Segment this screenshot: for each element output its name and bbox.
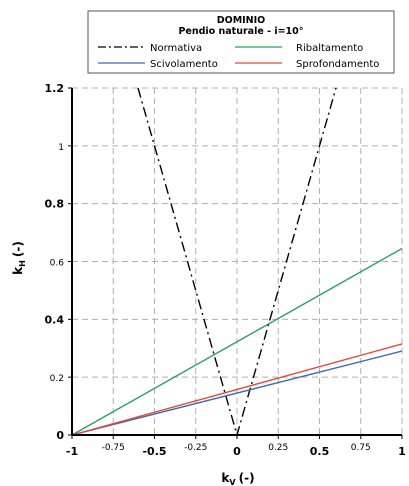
legend-label-sprofondamento: Sprofondamento	[296, 59, 379, 70]
y-tick-label: 1	[58, 143, 64, 153]
axes	[68, 87, 403, 439]
series-line-sprofondamento	[71, 343, 403, 436]
x-axis-title: kV (-)	[221, 471, 254, 486]
legend-title-line1: DOMINIO	[217, 15, 266, 26]
x-tick-label: -0.25	[184, 443, 207, 453]
y-axis-title-unit: (-)	[11, 241, 25, 257]
series-line-ribaltamento	[71, 247, 403, 436]
x-tick-label: -0.75	[102, 443, 125, 453]
x-tick-label: -0.5	[142, 445, 166, 458]
y-tick-label: 0	[56, 429, 64, 442]
tick-labels: -1 -0.75 -0.5 -0.25 0 0.25 0.5 0.75 1 0 0.2 0.4 0.6 0…	[45, 82, 406, 458]
legend-label-scivolamento: Scivolamento	[150, 59, 218, 70]
x-axis-title-main: k	[221, 471, 230, 485]
y-axis-title-main: k	[11, 266, 25, 275]
x-tick-label: -1	[66, 445, 78, 458]
y-axis-title: kH (-)	[11, 241, 27, 275]
series-line-scivolamento	[71, 350, 403, 436]
x-axis-title-unit: (-)	[239, 471, 255, 485]
x-tick-label: 0	[233, 445, 241, 458]
x-tick-label: 0.25	[268, 443, 288, 453]
y-tick-label: 0.8	[45, 198, 65, 211]
y-tick-label: 0.4	[45, 313, 65, 326]
x-axis-title-sub: V	[229, 478, 236, 486]
legend: DOMINIO Pendio naturale - i=10° Normativ…	[87, 10, 395, 74]
x-tick-label: 1	[398, 445, 406, 458]
legend-title-line2: Pendio naturale - i=10°	[178, 26, 303, 37]
x-tick-label: 0.75	[351, 443, 371, 453]
legend-label-ribaltamento: Ribaltamento	[296, 43, 363, 54]
legend-label-normativa: Normativa	[150, 43, 202, 54]
y-tick-label: 1.2	[45, 82, 65, 95]
y-tick-label: 0.6	[50, 259, 65, 269]
x-tick-label: 0.5	[310, 445, 330, 458]
y-tick-label: 0.2	[50, 374, 64, 384]
grid	[72, 87, 403, 435]
y-axis-title-sub: H	[18, 260, 27, 267]
